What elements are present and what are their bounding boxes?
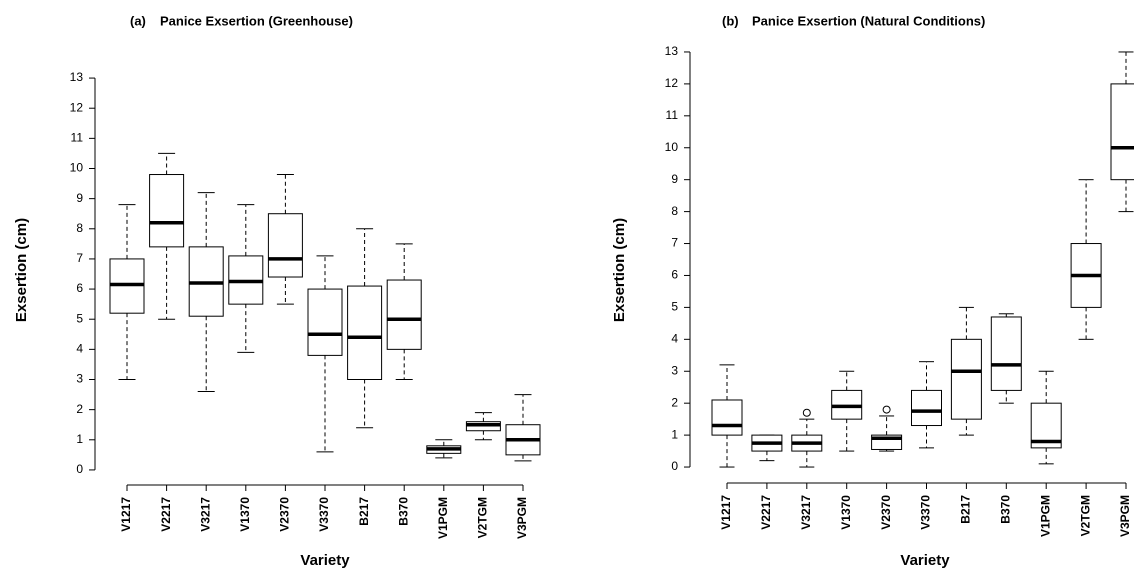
y-tick-label: 10 <box>665 140 679 154</box>
y-tick-label: 9 <box>76 191 83 205</box>
x-tick-label: V2217 <box>159 497 173 532</box>
y-tick-label: 12 <box>665 76 679 90</box>
x-tick-label: B217 <box>357 497 371 526</box>
y-tick-label: 2 <box>671 395 678 409</box>
y-tick-label: 11 <box>666 108 679 122</box>
x-tick-label: V3370 <box>919 495 933 530</box>
chart-title: Panice Exsertion (Greenhouse) <box>160 13 353 28</box>
box <box>347 285 383 380</box>
y-tick-label: 1 <box>76 432 83 446</box>
x-tick-label: V1PGM <box>1038 495 1052 537</box>
x-tick-label: B217 <box>959 495 973 524</box>
box <box>950 338 982 420</box>
y-tick-label: 0 <box>671 459 678 473</box>
y-tick-label: 3 <box>671 363 678 377</box>
x-tick-label: V3PGM <box>515 497 529 539</box>
y-tick-label: 5 <box>671 300 678 314</box>
x-tick-label: B370 <box>396 497 410 526</box>
y-tick-label: 6 <box>671 268 678 282</box>
y-tick-label: 5 <box>76 311 83 325</box>
y-tick-label: 7 <box>76 251 83 265</box>
x-tick-label: V1PGM <box>436 497 450 539</box>
y-tick-label: 11 <box>71 131 84 145</box>
x-tick-label: V2217 <box>759 495 773 530</box>
y-tick-label: 1 <box>671 427 678 441</box>
x-tick-label: V2TGM <box>1078 495 1092 536</box>
box <box>386 279 422 350</box>
x-tick-label: V3217 <box>198 497 212 532</box>
y-tick-label: 4 <box>76 342 83 356</box>
box <box>1110 83 1134 181</box>
x-tick-label: V1217 <box>719 495 733 530</box>
y-tick-label: 13 <box>665 44 679 58</box>
y-tick-label: 7 <box>671 236 678 250</box>
y-tick-label: 12 <box>70 100 84 114</box>
y-tick-label: 8 <box>76 221 83 235</box>
y-tick-label: 2 <box>76 402 83 416</box>
x-tick-label: V2370 <box>879 495 893 530</box>
y-tick-label: 9 <box>671 172 678 186</box>
x-axis-label: Variety <box>900 552 950 569</box>
y-axis-label: Exsertion (cm) <box>13 218 30 322</box>
box <box>267 213 303 278</box>
x-tick-label: V1370 <box>839 495 853 530</box>
y-axis-label: Exsertion (cm) <box>611 218 628 322</box>
panel-label: (b) <box>722 13 739 28</box>
box <box>911 389 942 427</box>
chart-title: Panice Exsertion (Natural Conditions) <box>752 13 985 28</box>
y-tick-label: 13 <box>70 70 84 84</box>
y-tick-label: 4 <box>671 331 678 345</box>
x-tick-label: V1370 <box>238 497 252 532</box>
box <box>149 174 185 248</box>
x-tick-label: V1217 <box>119 497 133 532</box>
x-tick-label: V2370 <box>278 497 292 532</box>
y-tick-label: 8 <box>671 204 678 218</box>
box <box>990 316 1022 391</box>
panel-label: (a) <box>130 13 146 28</box>
x-tick-label: V3370 <box>317 497 331 532</box>
x-tick-label: V2TGM <box>476 497 490 538</box>
outlier <box>882 405 891 414</box>
x-tick-label: B370 <box>998 495 1012 524</box>
x-axis-label: Variety <box>300 552 350 569</box>
box <box>307 288 343 356</box>
y-tick-label: 6 <box>76 281 83 295</box>
box <box>711 399 743 436</box>
y-tick-label: 0 <box>76 462 83 476</box>
y-tick-label: 3 <box>76 372 83 386</box>
outlier <box>802 408 811 417</box>
x-tick-label: V3217 <box>799 495 813 530</box>
y-tick-label: 10 <box>70 161 84 175</box>
x-tick-label: V3PGM <box>1118 495 1132 537</box>
